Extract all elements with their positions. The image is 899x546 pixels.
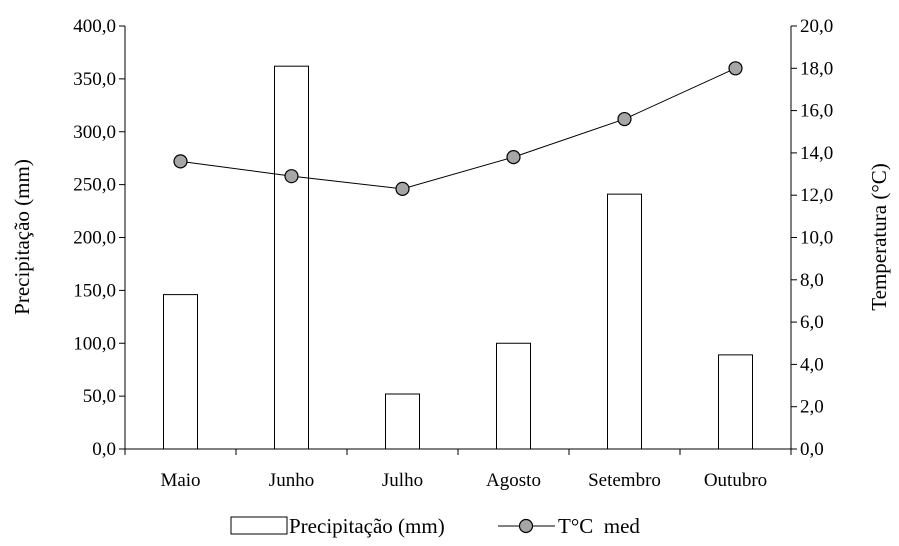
- x-tick-label: Agosto: [486, 470, 541, 491]
- legend-label-temperature: T°C med: [558, 514, 640, 538]
- y-tick-label: 150,0: [73, 280, 116, 301]
- y2-tick-label: 10,0: [800, 228, 833, 249]
- bar-maio: [163, 294, 198, 450]
- y2-tick-label: 12,0: [800, 185, 833, 206]
- y2-tick-label: 6,0: [800, 312, 824, 333]
- y2-tick-label: 18,0: [800, 58, 833, 79]
- y-tick-label: 100,0: [73, 333, 116, 354]
- y2-tick-label: 20,0: [800, 16, 833, 37]
- y-tick-label: 300,0: [73, 122, 116, 143]
- legend: Precipitação (mm) T°C med: [230, 514, 640, 538]
- temperature-line: [180, 67, 736, 190]
- y2-tick-label: 4,0: [800, 354, 824, 375]
- y2-axis-title: Temperatura (°C): [867, 163, 891, 310]
- y-tick-label: 50,0: [83, 386, 116, 407]
- temperature-series: [173, 61, 743, 196]
- y2-tick-label: 16,0: [800, 101, 833, 122]
- y-axis-title: Precipitação (mm): [10, 159, 34, 315]
- y-tick-label: 350,0: [73, 69, 116, 90]
- bar-agosto: [496, 342, 531, 450]
- y2-tick-label: 0,0: [800, 439, 824, 460]
- point-setembro: [617, 111, 632, 127]
- x-tick-label: Julho: [382, 470, 423, 491]
- y-tick-label: 200,0: [73, 228, 116, 249]
- precipitation-bars: [163, 65, 753, 450]
- point-agosto: [506, 150, 521, 165]
- legend-swatch-precipitation: [230, 516, 288, 535]
- legend-marker-temperature: [518, 518, 534, 534]
- bar-junho: [274, 65, 309, 450]
- x-tick-label: Setembro: [588, 470, 661, 491]
- x-tick-label: Outubro: [704, 470, 767, 491]
- point-julho: [395, 181, 410, 196]
- y-tick-label: 0,0: [92, 439, 116, 460]
- x-tick-label: Maio: [160, 470, 200, 491]
- axes: [124, 26, 792, 450]
- bar-julho: [385, 393, 420, 450]
- point-junho: [284, 169, 299, 184]
- y2-tick-label: 8,0: [800, 270, 824, 291]
- bar-outubro: [718, 354, 753, 450]
- y-tick-label: 250,0: [73, 175, 116, 196]
- x-tick-label: Junho: [269, 470, 314, 491]
- point-outubro: [728, 61, 743, 76]
- ticks: 0,0 50,0 100,0 150,0 200,0 250,0 300,0 350,0 400…: [73, 16, 833, 491]
- point-maio: [173, 154, 188, 169]
- legend-label-precipitation: Precipitação (mm): [289, 514, 445, 538]
- y2-tick-label: 14,0: [800, 143, 833, 164]
- bar-setembro: [607, 193, 642, 450]
- y-tick-label: 400,0: [73, 16, 116, 37]
- y2-tick-label: 2,0: [800, 397, 824, 418]
